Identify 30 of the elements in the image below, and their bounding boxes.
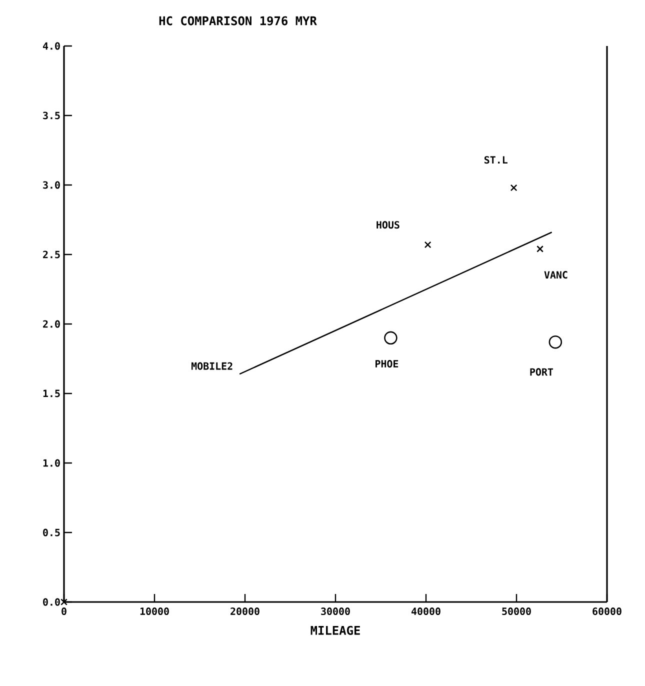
point <box>510 184 518 192</box>
y-tick-label: 1.0 <box>43 459 60 467</box>
x-tick-label: 50000 <box>502 608 531 616</box>
x-tick-label: 20000 <box>230 608 260 616</box>
x-tick-label: 40000 <box>412 608 440 616</box>
x-tick-label: 60000 <box>592 608 622 616</box>
x-tick-label: 0 <box>62 608 66 616</box>
series-label: MOBILE2 <box>192 362 232 370</box>
series-label: VANC <box>544 271 568 279</box>
chart-title: HC COMPARISON 1976 MYR <box>159 16 317 26</box>
x-tick-label: 30000 <box>321 608 350 616</box>
y-tick-label: 2.0 <box>43 320 60 328</box>
y-tick-label: 0.5 <box>43 528 60 536</box>
y-tick-label: 2.5 <box>43 250 60 258</box>
text: PORT <box>530 368 554 376</box>
y-tick-label: 4.0 <box>42 42 60 50</box>
y-tick-label: 1.5 <box>43 390 60 398</box>
y-tick-label: 0.0 <box>43 598 60 606</box>
point <box>424 241 432 248</box>
point <box>60 598 68 606</box>
point <box>548 335 562 349</box>
point <box>384 331 398 345</box>
text: HOUS <box>376 221 400 229</box>
y-tick-label: 3.0 <box>43 181 60 189</box>
text: ST.L <box>484 156 508 164</box>
y-tick-label: 3.5 <box>43 112 60 120</box>
x-tick-label: 10000 <box>140 608 169 616</box>
point <box>536 245 544 252</box>
series-label: PHOE <box>376 360 398 368</box>
x-axis-title: MILEAGE <box>310 626 360 635</box>
